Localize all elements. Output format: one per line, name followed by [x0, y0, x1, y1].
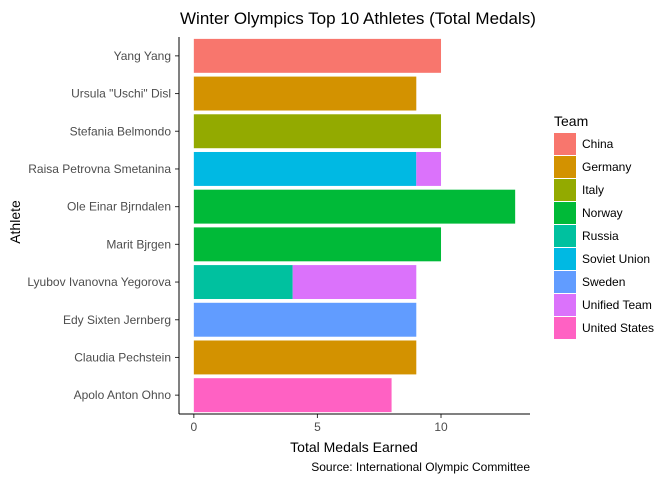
bar-segment	[193, 38, 442, 73]
bar-segment	[193, 378, 392, 413]
legend-swatch	[554, 271, 576, 293]
x-tick-label: 0	[190, 420, 197, 434]
legend-swatch	[554, 225, 576, 247]
y-tick-label: Edy Sixten Jernberg	[63, 313, 171, 327]
legend-title: Team	[554, 113, 588, 129]
bar-segment	[193, 302, 417, 337]
bars-group	[193, 38, 516, 413]
legend: China Germany Italy Norway Russia Soviet Unio…	[554, 133, 654, 339]
legend-swatch	[554, 156, 576, 178]
legend-label: Italy	[582, 183, 604, 197]
x-tick-label: 10	[434, 420, 448, 434]
bar-segment	[193, 340, 417, 375]
legend-label: China	[582, 137, 614, 151]
y-tick-label: Yang Yang	[114, 49, 171, 63]
bar-segment	[193, 265, 293, 300]
bar-segment	[193, 189, 516, 224]
legend-label: Germany	[582, 160, 631, 174]
legend-swatch	[554, 248, 576, 270]
bar-segment	[193, 227, 442, 262]
x-axis-label: Total Medals Earned	[290, 439, 418, 455]
x-tick-label: 5	[314, 420, 321, 434]
bar-segment	[193, 76, 417, 111]
y-tick-label: Apolo Anton Ohno	[74, 388, 172, 402]
x-axis-ticks: 0 5 10	[190, 414, 448, 434]
legend-label: Unified Team	[582, 298, 652, 312]
bar-segment	[193, 151, 417, 186]
legend-label: Sweden	[582, 275, 625, 289]
chart-caption: Source: International Olympic Committee	[311, 460, 530, 474]
legend-swatch	[554, 294, 576, 316]
y-tick-label: Claudia Pechstein	[74, 350, 171, 364]
legend-label: United States	[582, 321, 654, 335]
y-axis-label: Athlete	[7, 200, 23, 244]
bar-segment	[416, 151, 442, 186]
legend-swatch	[554, 179, 576, 201]
y-tick-label: Raisa Petrovna Smetanina	[28, 162, 171, 176]
legend-label: Russia	[582, 229, 619, 243]
y-tick-label: Ole Einar Bjrndalen	[67, 200, 171, 214]
legend-label: Norway	[582, 206, 623, 220]
bar-segment	[292, 265, 417, 300]
bar-segment	[193, 114, 442, 149]
y-axis-ticks: Yang Yang Ursula "Uschi" Disl Stefania Bel…	[27, 49, 179, 402]
legend-swatch	[554, 133, 576, 155]
y-tick-label: Stefania Belmondo	[70, 124, 172, 138]
y-tick-label: Marit Bjrgen	[106, 237, 171, 251]
legend-label: Soviet Union	[582, 252, 650, 266]
y-tick-label: Lyubov Ivanovna Yegorova	[27, 275, 171, 289]
legend-swatch	[554, 317, 576, 339]
chart-title: Winter Olympics Top 10 Athletes (Total M…	[180, 9, 536, 28]
y-tick-label: Ursula "Uschi" Disl	[71, 87, 171, 101]
legend-swatch	[554, 202, 576, 224]
